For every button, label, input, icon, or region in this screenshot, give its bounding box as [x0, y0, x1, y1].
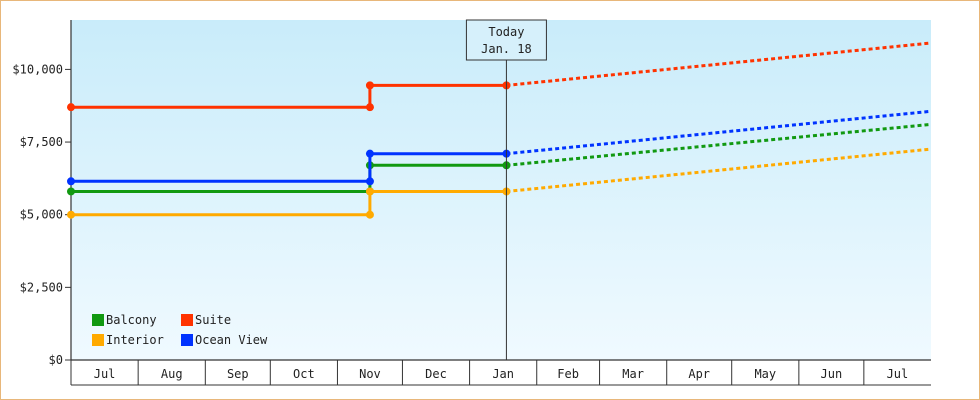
today-label-date: Jan. 18	[481, 42, 532, 56]
x-tick-label: Jul	[887, 367, 909, 381]
y-tick-label: $0	[49, 353, 63, 367]
x-tick-label: Sep	[227, 367, 249, 381]
x-tick-label: Aug	[161, 367, 183, 381]
x-tick-label: Jan	[492, 367, 514, 381]
series-ocean-view	[67, 110, 929, 186]
x-tick-label: Oct	[293, 367, 315, 381]
data-point[interactable]	[365, 149, 374, 158]
legend: Balcony Suite Interior Ocean View	[92, 313, 268, 347]
series-lines	[67, 41, 929, 219]
legend-swatch	[92, 314, 104, 326]
legend-label[interactable]: Interior	[106, 333, 164, 347]
x-tick-label: Dec	[425, 367, 447, 381]
today-marker: Today Jan. 18	[465, 19, 547, 360]
data-point[interactable]	[67, 103, 75, 112]
series-projection-line	[506, 41, 929, 87]
legend-label[interactable]: Suite	[195, 313, 231, 327]
y-tick-label: $7,500	[20, 135, 63, 149]
series-suite	[67, 41, 929, 112]
series-projection-line	[506, 147, 929, 193]
legend-swatch	[181, 334, 193, 346]
x-tick-label: Jun	[821, 367, 843, 381]
data-point[interactable]	[365, 103, 374, 112]
series-history-line	[71, 190, 507, 217]
data-point[interactable]	[67, 187, 75, 196]
today-label-title: Today	[488, 25, 524, 39]
today-label-box	[465, 19, 547, 61]
x-axis: Jul Aug Sep Oct Nov Dec Jan Feb Mar Apr May Jun Jul	[70, 359, 931, 386]
series-projection-line	[506, 123, 929, 167]
legend-label[interactable]: Balcony	[106, 313, 157, 327]
x-tick-label: Feb	[557, 367, 579, 381]
legend-swatch	[181, 314, 193, 326]
y-tick-label: $2,500	[20, 280, 63, 294]
x-tick-label: Mar	[622, 367, 644, 381]
series-history-line	[71, 83, 507, 109]
legend-swatch	[92, 334, 104, 346]
y-tick-label: $5,000	[20, 208, 63, 222]
data-point[interactable]	[365, 177, 374, 186]
x-tick-label: Apr	[688, 367, 710, 381]
series-history-line	[71, 152, 507, 183]
series-projection-line	[506, 110, 929, 156]
data-point[interactable]	[365, 81, 374, 90]
data-point[interactable]	[67, 210, 75, 219]
x-tick-label: Nov	[359, 367, 381, 381]
data-point[interactable]	[67, 177, 75, 186]
y-axis: $0 $2,500 $5,000 $7,500 $10,000	[12, 20, 72, 367]
legend-label[interactable]: Ocean View	[195, 333, 268, 347]
x-tick-label: Jul	[94, 367, 116, 381]
data-point[interactable]	[365, 187, 374, 196]
y-tick-label: $10,000	[12, 62, 63, 76]
series-interior	[67, 147, 929, 219]
data-point[interactable]	[365, 210, 374, 219]
x-tick-label: May	[754, 367, 776, 381]
